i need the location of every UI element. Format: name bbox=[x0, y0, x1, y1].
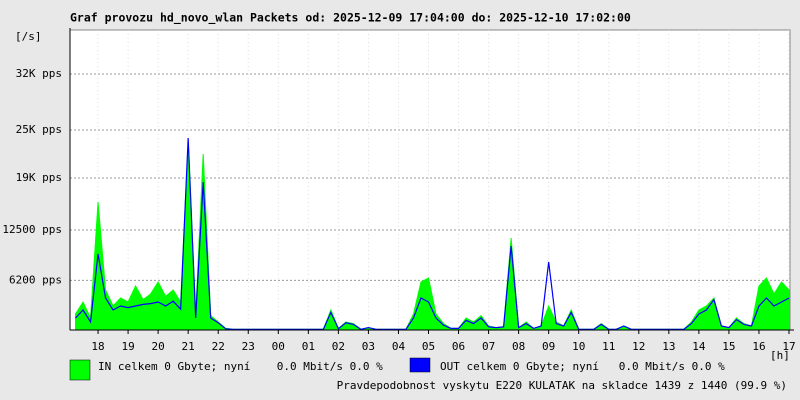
x-tick-label: 06 bbox=[452, 340, 465, 353]
y-tick-label: 12500 pps bbox=[2, 223, 62, 236]
x-tick-label: 08 bbox=[512, 340, 525, 353]
x-unit-label: [h] bbox=[770, 349, 790, 362]
x-tick-label: 04 bbox=[392, 340, 406, 353]
x-tick-label: 18 bbox=[91, 340, 104, 353]
x-tick-label: 01 bbox=[302, 340, 315, 353]
x-tick-label: 21 bbox=[182, 340, 195, 353]
legend-swatch bbox=[409, 357, 431, 373]
x-tick-label: 05 bbox=[422, 340, 435, 353]
legend-label: OUT celkem 0 Gbyte; nyní 0.0 Mbit/s 0.0 … bbox=[440, 360, 725, 373]
line bbox=[75, 137, 790, 331]
x-tick-label: 12 bbox=[632, 340, 645, 353]
y-tick-label: 32K pps bbox=[16, 67, 62, 80]
x-tick-label: 17 bbox=[782, 340, 795, 353]
x-tick-label: 16 bbox=[752, 340, 765, 353]
x-tick-label: 10 bbox=[572, 340, 585, 353]
y-tick-label: 25K pps bbox=[16, 123, 62, 136]
x-tick-label: 07 bbox=[482, 340, 495, 353]
y-unit-label: [/s] bbox=[15, 30, 42, 43]
x-tick-label: 09 bbox=[542, 340, 555, 353]
annotation: Pravdepodobnost vyskytu E220 KULATAK na … bbox=[337, 379, 787, 392]
y-tick-label: 6200 pps bbox=[9, 273, 62, 286]
x-tick-label: 00 bbox=[272, 340, 285, 353]
x-tick-label: 20 bbox=[151, 340, 164, 353]
x-tick-label: 03 bbox=[362, 340, 375, 353]
chart-title: Graf provozu hd_novo_wlan Packets od: 20… bbox=[70, 11, 631, 26]
x-tick-label: 13 bbox=[662, 340, 675, 353]
legend-swatch bbox=[69, 359, 91, 381]
y-tick-label: 19K pps bbox=[16, 171, 62, 184]
x-tick-label: 23 bbox=[242, 340, 255, 353]
x-tick-label: 11 bbox=[602, 340, 615, 353]
x-tick-label: 22 bbox=[212, 340, 225, 353]
x-tick-label: 19 bbox=[121, 340, 134, 353]
legend-label: IN celkem 0 Gbyte; nyní 0.0 Mbit/s 0.0 % bbox=[98, 360, 383, 373]
x-tick-label: 14 bbox=[692, 340, 706, 353]
x-tick-label: 15 bbox=[722, 340, 735, 353]
x-tick-label: 02 bbox=[332, 340, 345, 353]
